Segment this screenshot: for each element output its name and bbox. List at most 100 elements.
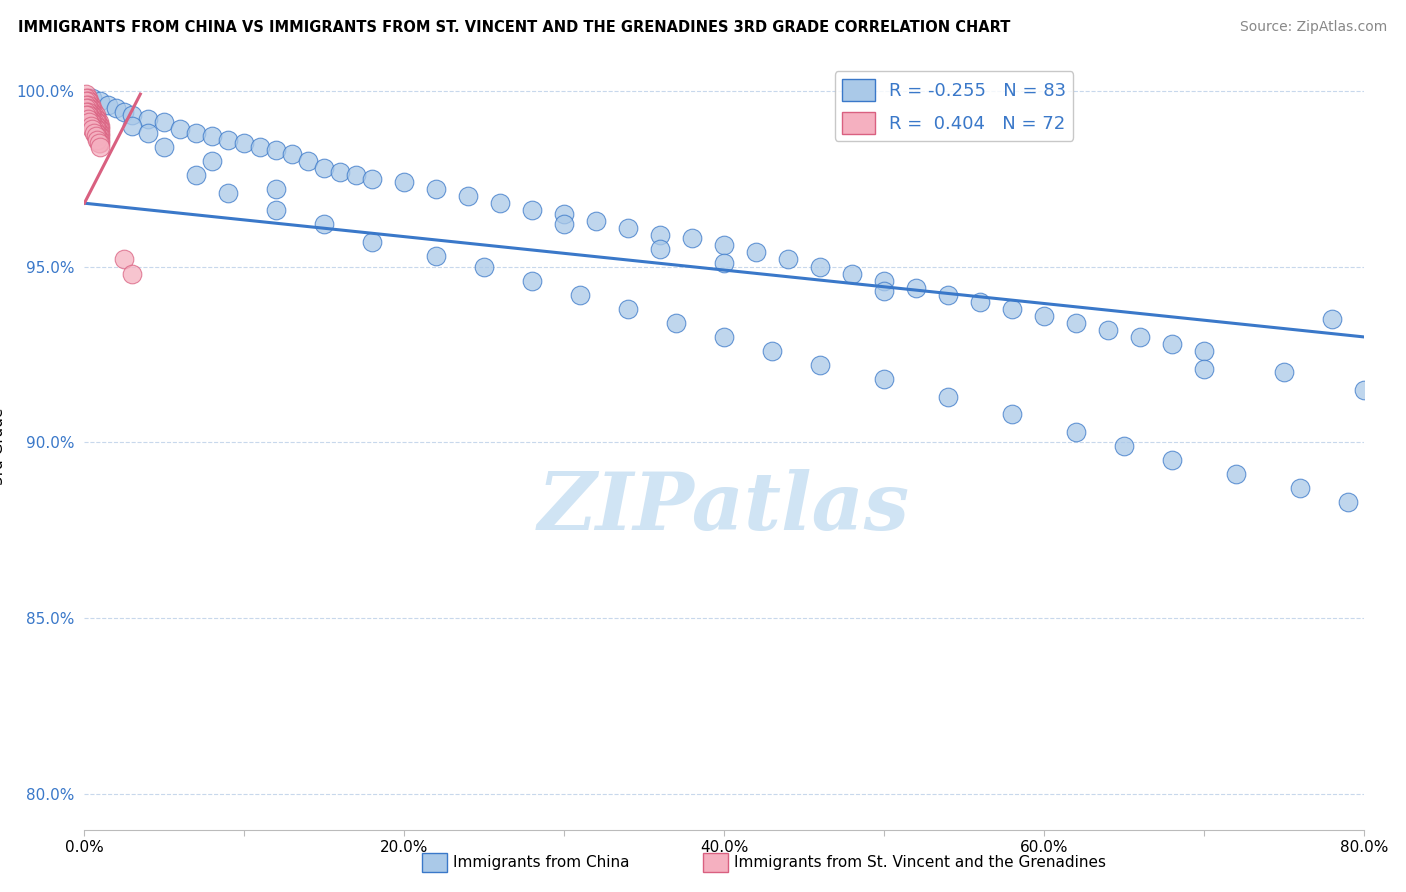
Point xyxy=(76,112,98,126)
Point xyxy=(761,343,783,358)
Point xyxy=(83,112,105,126)
Point xyxy=(1272,365,1295,379)
Point xyxy=(77,115,100,129)
Point xyxy=(425,182,447,196)
Point xyxy=(314,161,336,175)
Point xyxy=(713,330,735,344)
Point xyxy=(112,104,135,119)
Point xyxy=(1192,343,1215,358)
Point xyxy=(1353,383,1375,397)
Point xyxy=(77,104,100,119)
Point xyxy=(1161,453,1184,467)
Point xyxy=(89,126,111,140)
Point xyxy=(873,284,896,298)
Point xyxy=(969,294,991,309)
Point xyxy=(153,115,176,129)
Point xyxy=(82,104,104,119)
Point xyxy=(87,133,110,147)
Point xyxy=(138,126,160,140)
Text: Immigrants from China: Immigrants from China xyxy=(453,855,630,870)
Point xyxy=(776,252,799,267)
Point xyxy=(522,203,544,218)
Point xyxy=(82,101,104,115)
Point xyxy=(77,97,100,112)
Point xyxy=(121,119,143,133)
Point xyxy=(89,133,111,147)
Point xyxy=(83,126,105,140)
Point xyxy=(77,112,100,126)
Point xyxy=(808,260,831,274)
Point xyxy=(84,115,107,129)
Point xyxy=(86,133,108,147)
Point xyxy=(841,267,863,281)
Point xyxy=(1112,439,1135,453)
Point xyxy=(82,119,104,133)
Point xyxy=(314,217,336,231)
Point xyxy=(80,101,103,115)
Point xyxy=(87,129,110,144)
Point xyxy=(1032,309,1054,323)
Point xyxy=(89,122,111,136)
Point xyxy=(648,242,672,256)
Point xyxy=(217,186,239,200)
Point xyxy=(186,168,208,182)
Point xyxy=(86,122,108,136)
Point xyxy=(112,252,135,267)
Point xyxy=(1064,316,1087,330)
Point xyxy=(808,358,831,372)
Point xyxy=(425,249,447,263)
Point xyxy=(648,227,672,242)
Text: IMMIGRANTS FROM CHINA VS IMMIGRANTS FROM ST. VINCENT AND THE GRENADINES 3RD GRAD: IMMIGRANTS FROM CHINA VS IMMIGRANTS FROM… xyxy=(18,20,1011,35)
Point xyxy=(138,112,160,126)
Point xyxy=(75,87,97,102)
Point xyxy=(1320,312,1343,326)
Point xyxy=(233,136,256,151)
Point xyxy=(344,168,367,182)
Point xyxy=(76,101,98,115)
Point xyxy=(75,94,97,108)
Point xyxy=(75,90,97,104)
Point xyxy=(1064,425,1087,439)
Point xyxy=(713,238,735,252)
Point xyxy=(297,153,319,168)
Point xyxy=(86,129,108,144)
Point xyxy=(1161,337,1184,351)
Text: Source: ZipAtlas.com: Source: ZipAtlas.com xyxy=(1240,20,1388,34)
Point xyxy=(87,115,110,129)
Point xyxy=(585,214,607,228)
Point xyxy=(89,136,111,151)
Point xyxy=(361,235,384,249)
Point xyxy=(82,90,104,104)
Point xyxy=(82,108,104,122)
Point xyxy=(121,108,143,122)
Point xyxy=(75,101,97,115)
Point xyxy=(86,126,108,140)
Point xyxy=(82,112,104,126)
Point xyxy=(186,126,208,140)
Point xyxy=(553,217,575,231)
Point xyxy=(1001,301,1024,316)
Point xyxy=(89,140,111,154)
Point xyxy=(86,115,108,129)
Point xyxy=(329,164,352,178)
Point xyxy=(87,119,110,133)
Point xyxy=(87,126,110,140)
Point xyxy=(82,122,104,136)
Point xyxy=(84,108,107,122)
Point xyxy=(80,115,103,129)
Point xyxy=(89,129,111,144)
Point xyxy=(264,144,288,158)
Point xyxy=(522,274,544,288)
Point xyxy=(249,140,271,154)
Point xyxy=(873,274,896,288)
Point xyxy=(1337,495,1360,509)
Point xyxy=(75,104,97,119)
Point xyxy=(105,101,128,115)
Point xyxy=(201,129,224,144)
Point xyxy=(82,115,104,129)
Point xyxy=(394,175,416,189)
Point xyxy=(217,133,239,147)
Point xyxy=(264,203,288,218)
Point xyxy=(361,171,384,186)
Point xyxy=(905,280,928,294)
